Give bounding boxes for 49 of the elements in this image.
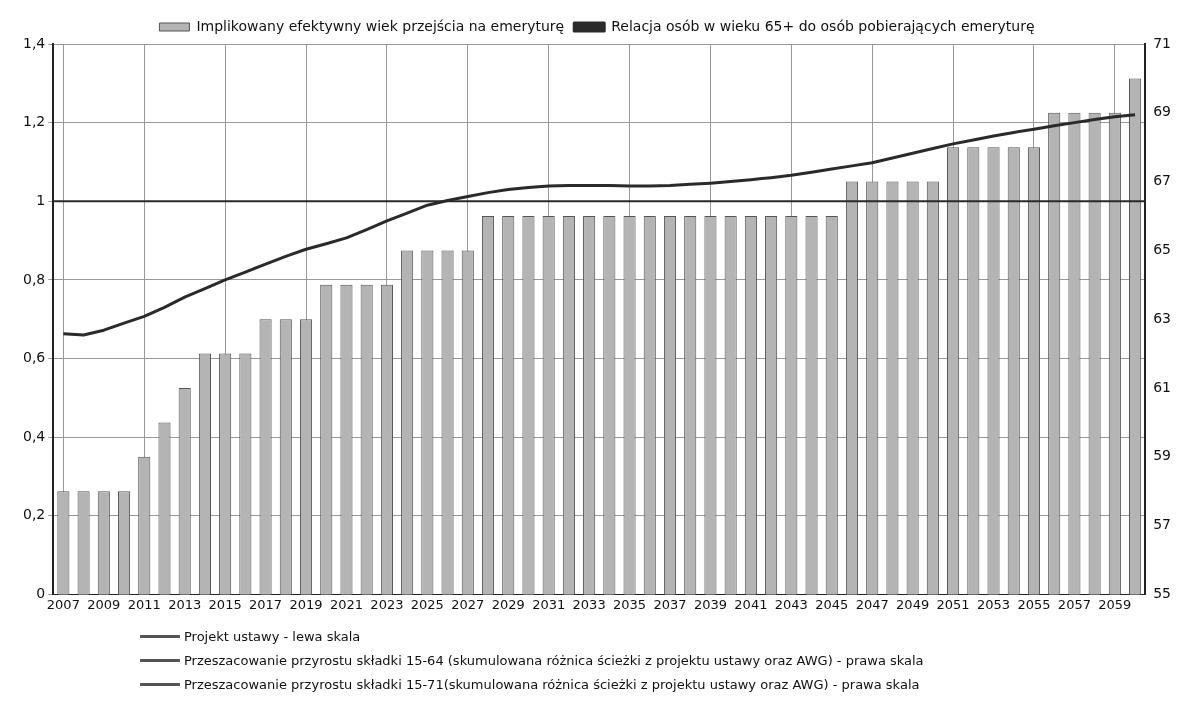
text: Przeszacowanie przyrostu składki 15-64 (skumulowana różnica ścieżki z projektu ustawy oraz AWG) - prawa skala [184, 652, 924, 668]
x-tick-label: 2057 [1057, 596, 1091, 612]
text: Projekt ustawy - lewa skala [184, 628, 361, 644]
x-tick-label: 2027 [451, 596, 485, 612]
x-tick-label: 2053 [976, 596, 1011, 612]
y-tick-label: 1 [36, 191, 46, 208]
x-tick-label: 2013 [168, 596, 202, 612]
y-tick-label: 0,6 [23, 349, 46, 366]
y2-tick-label: 65 [1153, 241, 1172, 258]
x-tick-label: 2047 [855, 596, 889, 612]
y-tick-label: 0,4 [23, 427, 46, 444]
x-tick-label: 2033 [572, 596, 606, 612]
x-tick-label: 2045 [815, 596, 849, 612]
x-tick-label: 2059 [1098, 596, 1132, 612]
x-tick-label: 2037 [653, 596, 687, 612]
legend-label: Relacja osób w wieku 65+ do osób pobierających emeryturę [611, 17, 1035, 34]
x-tick-label: 2041 [734, 596, 768, 612]
x-tick-label: 2015 [208, 596, 242, 612]
x-tick-label: 2029 [491, 596, 525, 612]
x-tick-label: 2017 [249, 596, 283, 612]
text: Przeszacowanie przyrostu składki 15-71(skumulowana różnica ścieżki z projektu ustawy oraz AWG) - prawa skala [184, 676, 920, 692]
y-tick-label: 1,2 [23, 113, 46, 130]
y2-tick-label: 71 [1153, 34, 1172, 51]
x-tick-label: 2011 [127, 596, 161, 612]
y2-tick-label: 63 [1153, 309, 1172, 326]
x-tick-label: 2031 [532, 596, 566, 612]
legend-label: Implikowany efektywny wiek przejścia na emeryturę [196, 17, 565, 34]
x-tick-label: 2023 [370, 596, 404, 612]
x-tick-label: 2009 [87, 596, 121, 612]
x-tick-label: 2019 [289, 596, 323, 612]
x-tick-label: 2021 [329, 596, 364, 612]
x-tick-label: 2025 [410, 596, 444, 612]
y2-tick-label: 67 [1153, 172, 1172, 189]
y-tick-label: 0,8 [23, 270, 46, 287]
x-tick-label: 2039 [693, 596, 727, 612]
y2-tick-label: 57 [1153, 516, 1172, 533]
x-tick-label: 2051 [936, 596, 970, 612]
y-tick-label: 0 [36, 585, 46, 602]
x-tick-label: 2043 [774, 596, 808, 612]
x-tick-label: 2055 [1017, 596, 1051, 612]
x-tick-label: 2007 [46, 596, 80, 612]
x-tick-label: 2035 [613, 596, 647, 612]
y2-tick-label: 59 [1153, 447, 1172, 464]
y-tick-label: 0,2 [23, 506, 46, 523]
y2-tick-label: 69 [1153, 103, 1172, 120]
x-tick-label: 2049 [896, 596, 930, 612]
y2-tick-label: 55 [1153, 585, 1172, 602]
y-tick-label: 1,4 [23, 34, 46, 51]
y2-tick-label: 61 [1153, 378, 1172, 395]
